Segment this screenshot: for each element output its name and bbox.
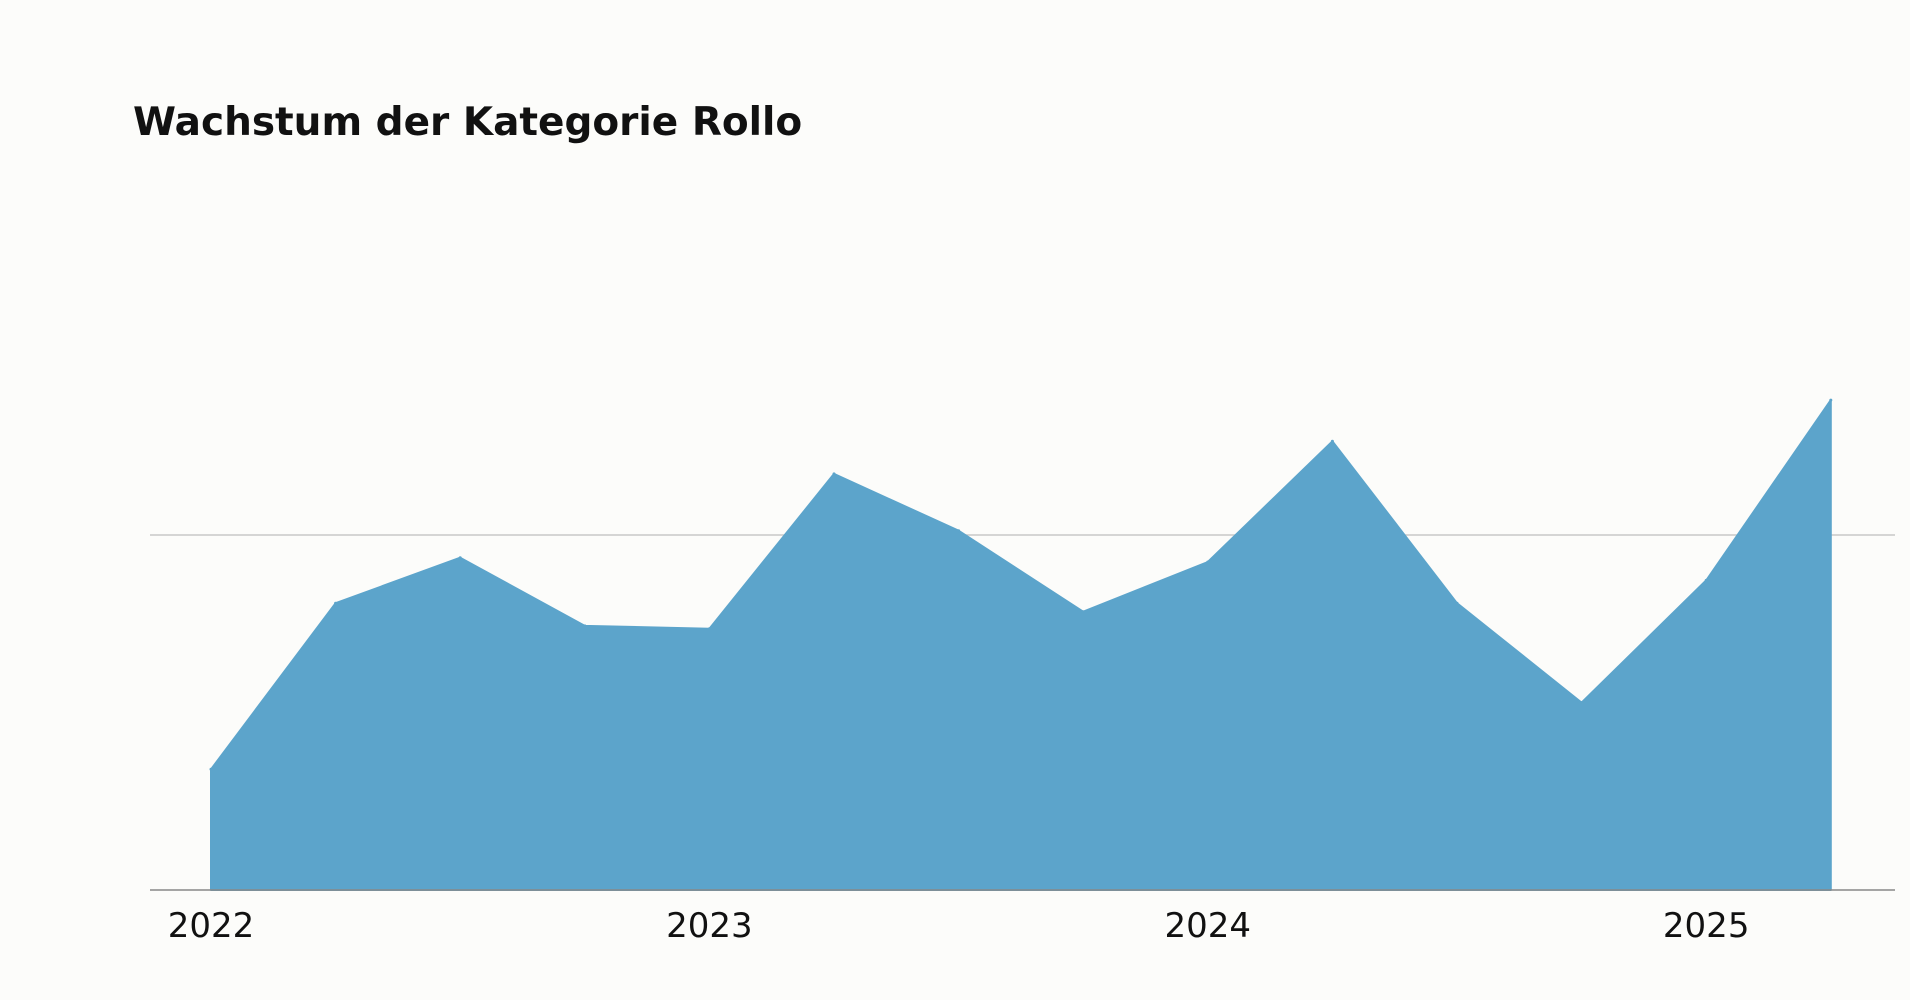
x-tick-label: 2024 — [1165, 906, 1252, 946]
data-point — [1704, 578, 1708, 582]
data-point — [209, 767, 213, 771]
x-axis: 2022 2023 2024 2025 — [150, 889, 1895, 946]
data-point — [1206, 560, 1210, 564]
data-point — [957, 529, 961, 533]
data-point — [1580, 701, 1584, 705]
x-tick-label: 2022 — [168, 906, 255, 946]
data-point — [832, 472, 836, 476]
series-area — [210, 399, 1832, 891]
data-point — [1829, 398, 1833, 402]
data-point — [583, 624, 587, 628]
x-tick-label: 2025 — [1663, 906, 1750, 946]
data-point — [458, 556, 462, 560]
data-point — [707, 627, 711, 631]
data-point — [1081, 610, 1085, 614]
series-area-group — [209, 398, 1833, 891]
chart-title: Wachstum der Kategorie Rollo — [133, 100, 803, 145]
x-tick-label: 2023 — [666, 906, 753, 946]
data-point — [1330, 439, 1334, 443]
data-point — [334, 601, 338, 605]
data-point — [1455, 601, 1459, 605]
